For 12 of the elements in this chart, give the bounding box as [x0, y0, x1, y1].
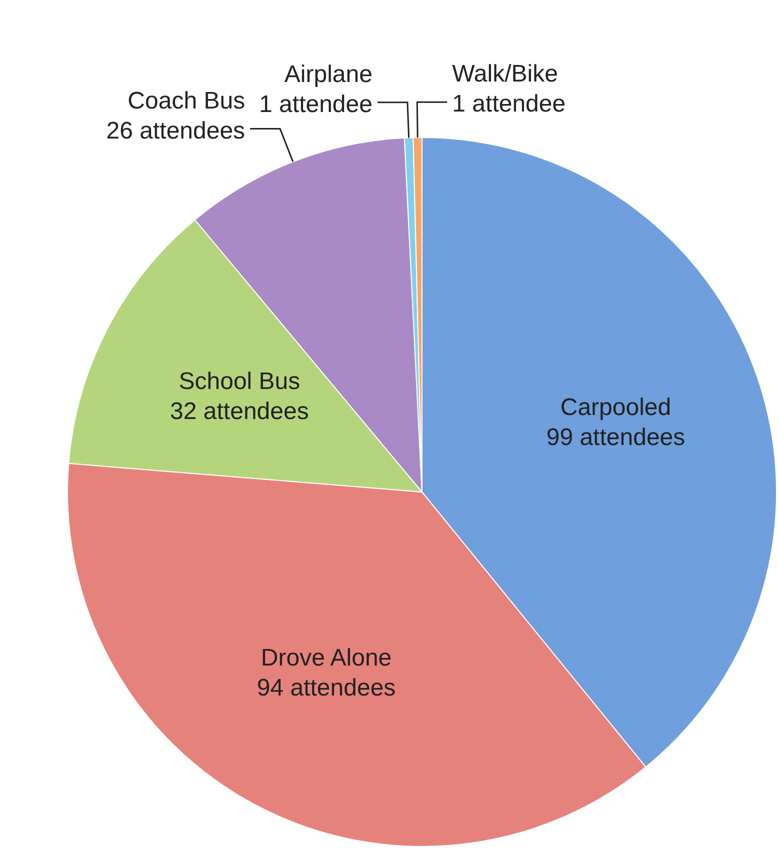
- slice-label: Airplane: [284, 60, 372, 88]
- slice-label: Drove Alone: [260, 644, 392, 672]
- data-label: 1 attendee: [259, 90, 372, 118]
- slice-label: Carpooled: [560, 394, 672, 421]
- slice-label: School Bus: [178, 368, 300, 396]
- data-label: 32 attendees: [170, 398, 309, 426]
- slice-label: Walk/Bike: [452, 60, 558, 88]
- data-label: 94 attendees: [256, 674, 396, 702]
- data-label: 99 attendees: [546, 424, 686, 451]
- data-label: 26 attendees: [106, 117, 246, 144]
- data-label: 1 attendee: [452, 90, 566, 118]
- slice-label: Coach Bus: [128, 87, 246, 114]
